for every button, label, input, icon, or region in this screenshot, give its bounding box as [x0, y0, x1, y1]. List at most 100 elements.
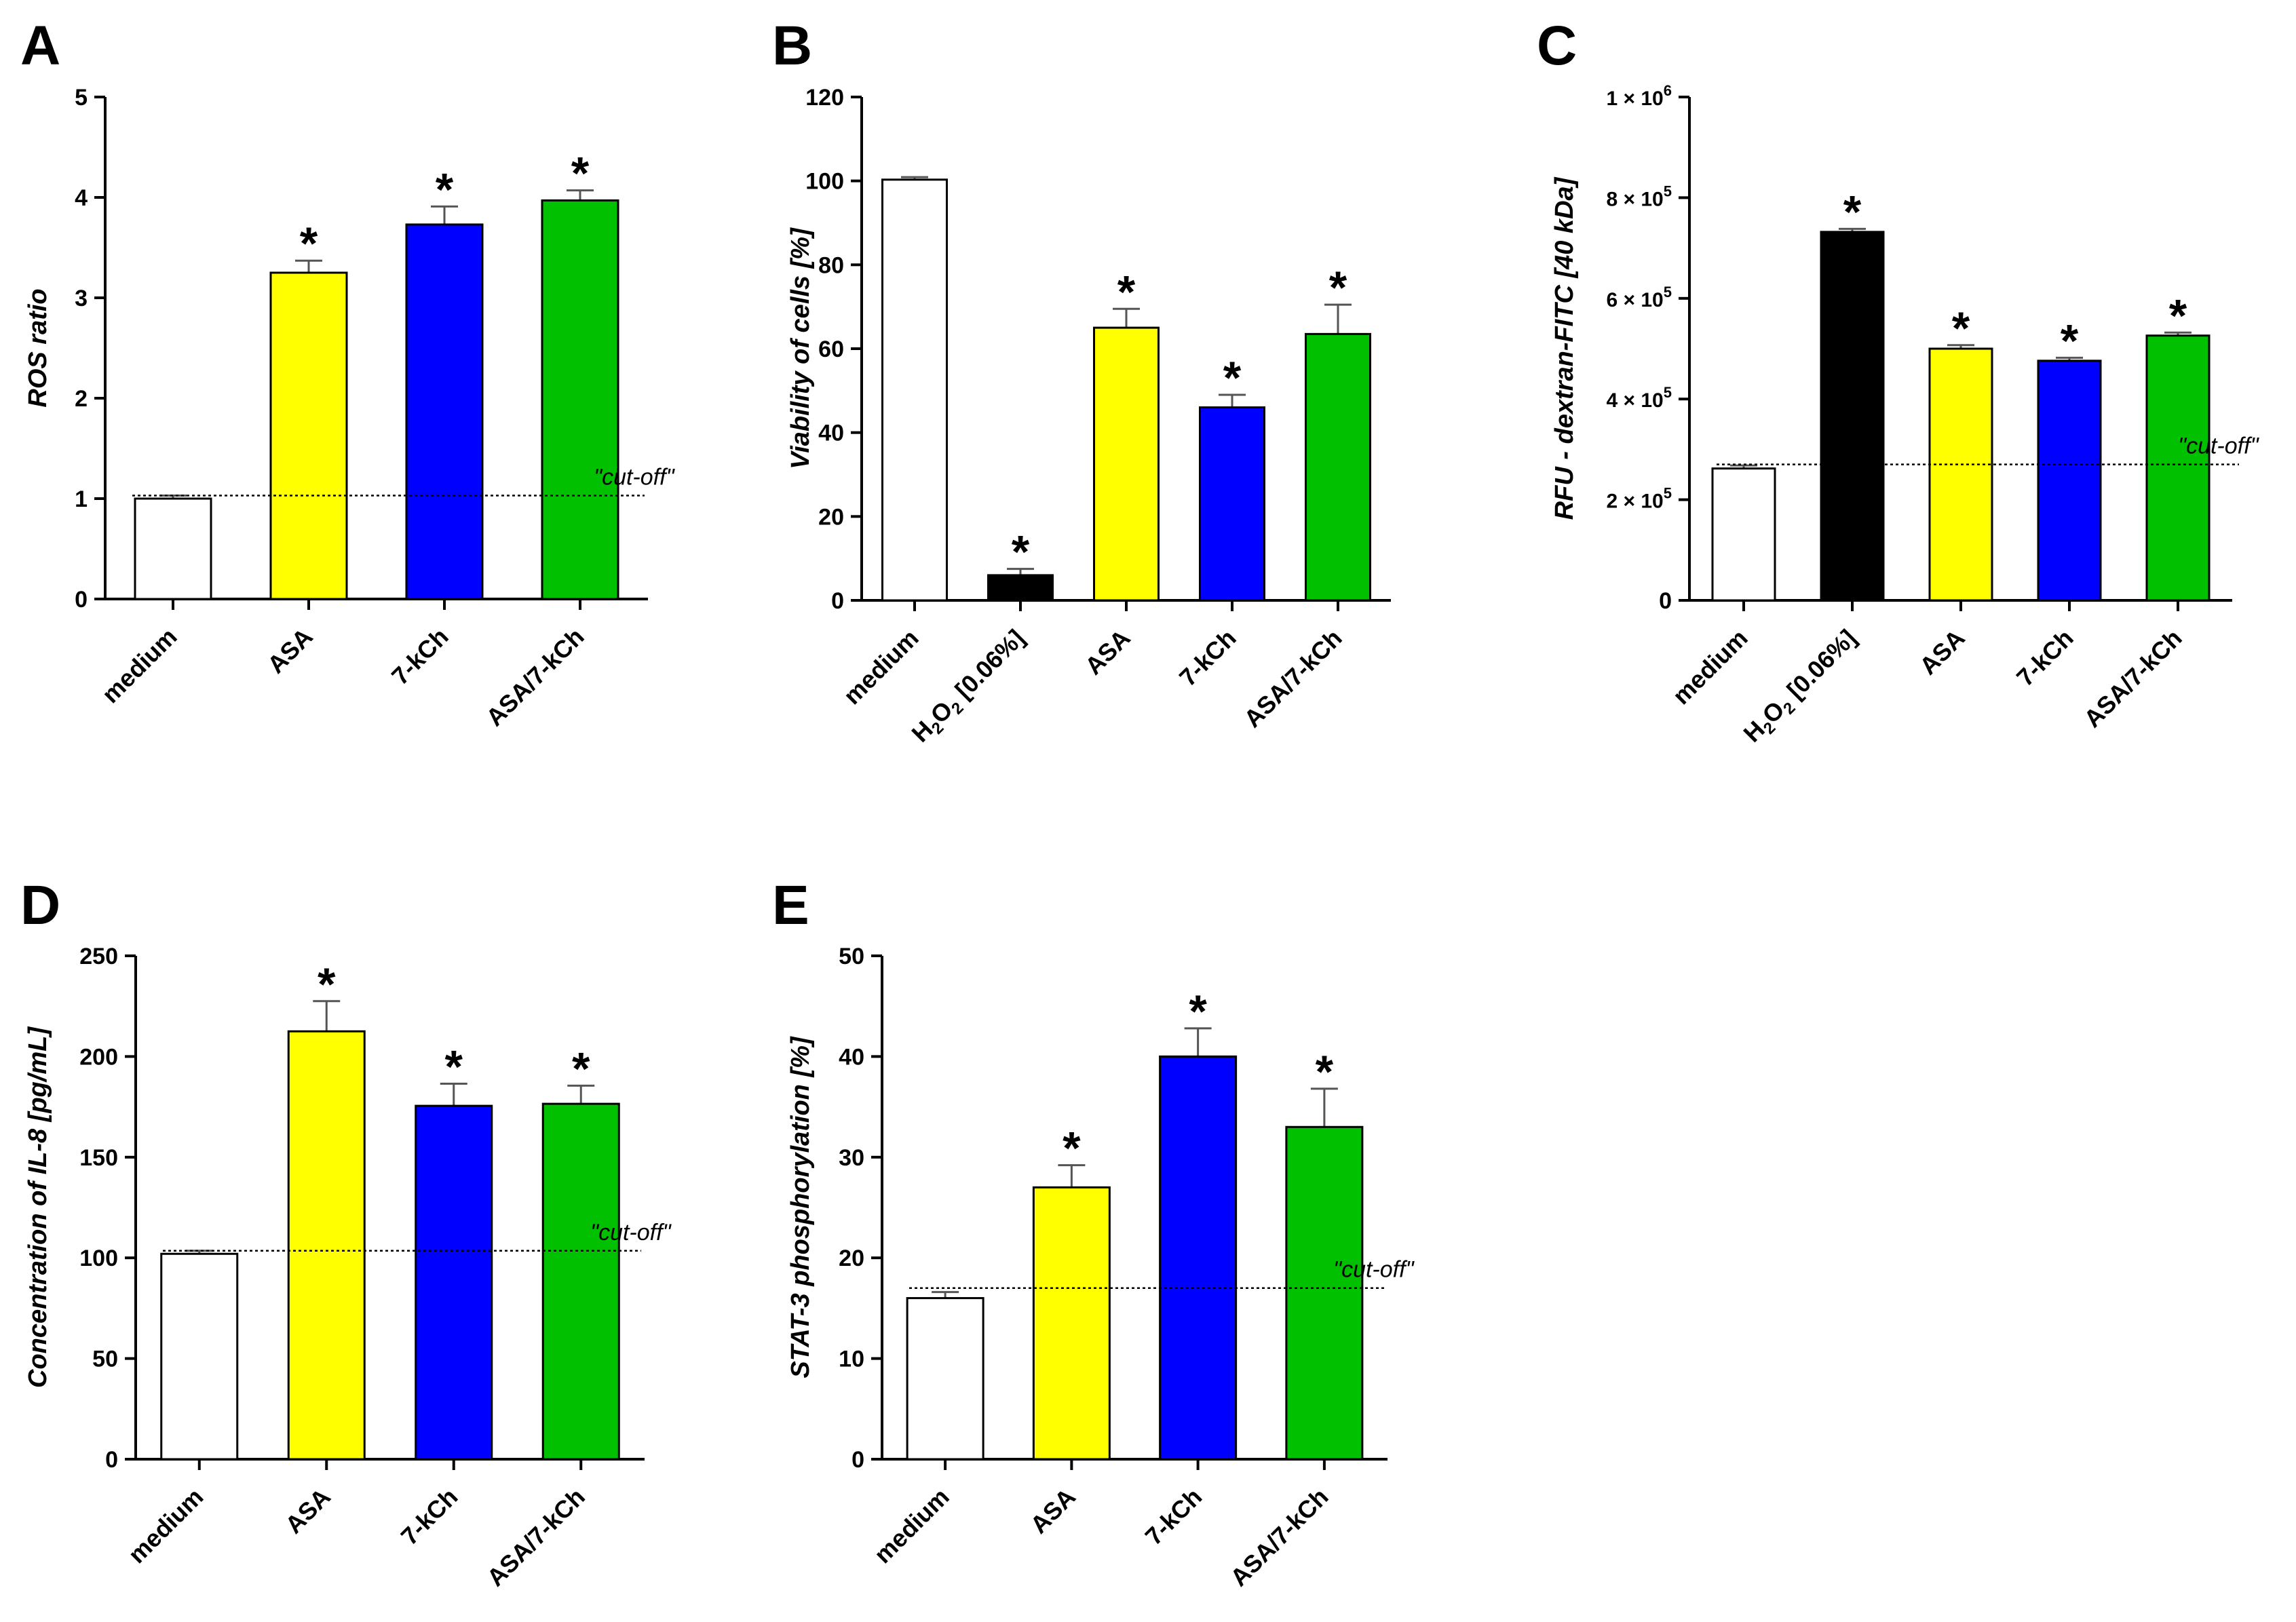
bar-asa: [1093, 326, 1160, 602]
y-tick-label: 0: [75, 587, 88, 613]
bar-asa: [1032, 1186, 1111, 1461]
y-axis-title: Concentration of IL-8 [pg/mL]: [24, 1026, 52, 1388]
y-tick-label: 50: [839, 944, 864, 969]
y-tick-label: 4: [75, 185, 88, 211]
y-tick-label: 0: [831, 588, 844, 614]
y-tick-label: 150: [79, 1145, 118, 1171]
x-tick-label-asa-7-kch: ASA/7-kCh: [2078, 624, 2187, 733]
x-tick-label-asa-7-kch: ASA/7-kCh: [481, 1483, 590, 1592]
panel-a: A 0 1 2 3 4 5 ROS ratio medium * ASA * 7-kCh * ASA/7-k…: [20, 15, 676, 731]
bar-medium: [906, 1297, 984, 1461]
bar-asa: [287, 1030, 366, 1461]
cutoff-label: "cut-off": [590, 1220, 672, 1246]
y-tick-label: 60: [818, 336, 844, 362]
x-tick-label-medium: medium: [838, 624, 924, 710]
y-tick-label: 200: [79, 1044, 118, 1070]
x-tick-label-medium: medium: [96, 623, 183, 709]
y-tick-label: 20: [839, 1246, 864, 1271]
significance-star: *: [1843, 186, 1862, 237]
x-tick-label-asa: ASA: [1914, 624, 1970, 680]
x-tick-label-asa: ASA: [1025, 1483, 1081, 1539]
x-tick-label-asa: ASA: [1079, 624, 1136, 680]
bar-medium: [134, 497, 212, 600]
bar-7-kch: [2037, 360, 2102, 602]
y-axis-title: Viability of cells [%]: [786, 227, 815, 469]
y-tick-label: 250: [79, 944, 118, 969]
y-tick-label: 6 × 105: [1607, 284, 1672, 311]
significance-star: *: [1329, 262, 1347, 313]
y-tick-label: 10: [839, 1347, 864, 1372]
y-tick-label: 30: [839, 1145, 864, 1171]
significance-star: *: [2061, 315, 2079, 366]
x-tick-label-h2o2-0-06: H2O2 [0.06%]: [1738, 624, 1864, 751]
y-tick-label: 120: [805, 85, 844, 111]
y-tick-label: 0: [105, 1447, 118, 1473]
y-tick-label: 1: [75, 486, 88, 512]
y-tick-label: 100: [805, 169, 844, 195]
x-tick-label-7-kch: 7-kCh: [1140, 1483, 1208, 1551]
x-tick-label-7-kch: 7-kCh: [386, 623, 454, 691]
bar-asa-7-kch: [2145, 334, 2211, 602]
bar-h2o2-0-06: [987, 574, 1054, 602]
panel-b: B 0 20 40 60 80 100 120 Viability of cells [%] me…: [772, 15, 1391, 751]
bar-asa-7-kch: [1285, 1125, 1364, 1461]
significance-star: *: [436, 163, 454, 215]
cutoff-label: "cut-off": [2178, 433, 2260, 459]
y-tick-label: 4 × 105: [1607, 384, 1672, 412]
x-tick-label-asa: ASA: [280, 1483, 336, 1539]
y-tick-label: 0: [1659, 588, 1672, 614]
significance-star: *: [1223, 352, 1242, 404]
y-tick-label: 5: [75, 85, 88, 111]
bar-medium: [881, 178, 948, 602]
y-tick-label: 40: [818, 421, 844, 446]
y-tick-label: 80: [818, 252, 844, 278]
bar-7-kch: [1159, 1055, 1238, 1461]
panel-label-a: A: [20, 15, 60, 77]
significance-star: *: [1316, 1046, 1334, 1098]
y-tick-label: 3: [75, 286, 88, 311]
bar-medium: [160, 1252, 239, 1461]
bar-7-kch: [405, 223, 484, 600]
x-tick-label-h2o2-0-06: H2O2 [0.06%]: [906, 624, 1033, 751]
y-axis-title: STAT-3 phosphorylation [%]: [786, 1036, 815, 1378]
bar-7-kch: [1199, 406, 1265, 602]
significance-star: *: [1952, 303, 1970, 354]
panel-label-d: D: [20, 874, 60, 936]
y-tick-label: 2: [75, 386, 88, 412]
y-tick-label: 100: [79, 1246, 118, 1271]
significance-star: *: [300, 218, 318, 269]
x-tick-label-medium: medium: [123, 1483, 209, 1569]
panel-label-b: B: [772, 15, 812, 77]
significance-star: *: [571, 148, 590, 199]
y-axis-title: ROS ratio: [24, 288, 52, 407]
x-tick-label-medium: medium: [1667, 624, 1753, 710]
y-tick-label: 1 × 106: [1607, 82, 1672, 110]
y-tick-label: 40: [839, 1044, 864, 1070]
bar-asa: [1928, 347, 1993, 602]
bar-asa: [269, 271, 348, 600]
significance-star: *: [572, 1043, 590, 1094]
y-tick-label: 0: [852, 1447, 864, 1473]
significance-star: *: [2169, 290, 2187, 341]
panel-c: C 0 2 × 105 4 × 105 6 × 105 8 × 105 1 × 106 RFU…: [1537, 15, 2260, 751]
bar-asa-7-kch: [541, 199, 619, 600]
significance-star: *: [1012, 526, 1030, 578]
x-tick-label-asa-7-kch: ASA/7-kCh: [1238, 624, 1347, 733]
y-tick-label: 20: [818, 504, 844, 530]
x-tick-label-asa: ASA: [262, 623, 318, 679]
bar-7-kch: [415, 1104, 493, 1461]
x-tick-label-7-kch: 7-kCh: [1174, 624, 1242, 692]
y-tick-label: 8 × 105: [1607, 182, 1672, 210]
bar-asa-7-kch: [541, 1102, 620, 1461]
bar-medium: [1711, 467, 1776, 602]
panel-label-e: E: [772, 874, 809, 936]
significance-star: *: [1117, 266, 1136, 317]
y-tick-label: 2 × 105: [1607, 485, 1672, 513]
significance-star: *: [318, 959, 336, 1010]
panel-label-c: C: [1537, 15, 1577, 77]
panel-e: E 0 10 20 30 40 50 STAT-3 phosphorylation [%] me…: [772, 874, 1415, 1591]
y-tick-label: 50: [92, 1347, 118, 1372]
panel-d: D 0 50 100 150 200 250 Concentration of IL-8 [p…: [20, 874, 672, 1591]
significance-star: *: [1189, 986, 1207, 1037]
